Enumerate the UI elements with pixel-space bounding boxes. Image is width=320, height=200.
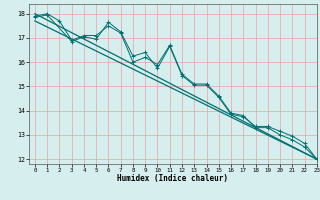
X-axis label: Humidex (Indice chaleur): Humidex (Indice chaleur): [117, 174, 228, 183]
